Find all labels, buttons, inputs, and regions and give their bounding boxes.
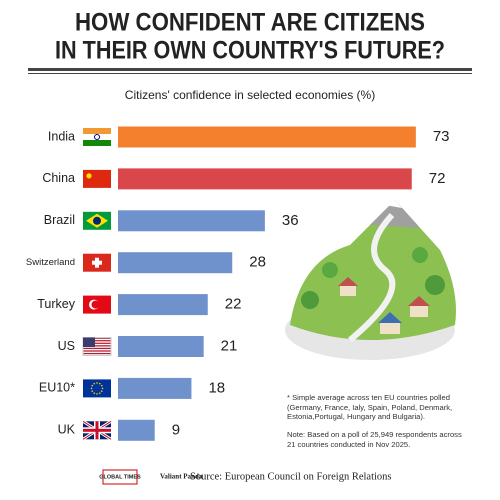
flag-part bbox=[100, 390, 103, 392]
flag-part bbox=[93, 216, 101, 225]
value-label: 22 bbox=[225, 296, 242, 313]
bar bbox=[118, 294, 208, 316]
flag-part bbox=[83, 352, 111, 355]
value-label: 18 bbox=[208, 379, 225, 396]
flag-part bbox=[83, 337, 95, 347]
value-label: 73 bbox=[433, 128, 450, 145]
flag bbox=[83, 128, 111, 146]
chart-title: IN THEIR OWN COUNTRY'S FUTURE? bbox=[55, 37, 445, 65]
title-rule bbox=[28, 73, 472, 74]
flag-part bbox=[83, 134, 111, 140]
category-label: EU10* bbox=[39, 381, 75, 395]
logo-box bbox=[102, 469, 138, 485]
flag-part bbox=[83, 347, 111, 350]
value-label: 21 bbox=[221, 337, 238, 354]
bar bbox=[118, 336, 204, 357]
footnote: * Simple average across ten EU countries… bbox=[287, 393, 453, 421]
flag-part bbox=[91, 300, 100, 309]
flag-part bbox=[93, 382, 96, 385]
flag-part bbox=[92, 260, 102, 265]
value-label: 28 bbox=[249, 254, 266, 271]
flag-part bbox=[83, 337, 111, 339]
flag bbox=[82, 337, 112, 356]
chart-title: HOW CONFIDENT ARE CITIZENS bbox=[75, 9, 425, 37]
illustration bbox=[285, 200, 456, 360]
title-rule bbox=[28, 68, 472, 71]
flag bbox=[83, 253, 111, 272]
chart-subtitle: Citizens' confidence in selected economi… bbox=[125, 88, 375, 102]
flag-part bbox=[83, 342, 111, 344]
flag-part bbox=[91, 384, 94, 387]
flag-part bbox=[83, 428, 111, 432]
category-label: India bbox=[48, 129, 75, 143]
flag-part bbox=[83, 340, 111, 342]
flag-part bbox=[86, 173, 92, 179]
category-label: Brazil bbox=[44, 213, 75, 227]
flag bbox=[82, 420, 112, 441]
flag-part bbox=[96, 393, 98, 395]
flag-part bbox=[91, 390, 94, 392]
value-label: 72 bbox=[429, 170, 446, 187]
flag-part bbox=[98, 392, 101, 394]
flag bbox=[83, 379, 111, 398]
bar bbox=[118, 126, 416, 148]
flag-part bbox=[100, 384, 103, 387]
flag bbox=[83, 211, 111, 230]
category-label: China bbox=[42, 171, 75, 185]
category-label: Turkey bbox=[37, 297, 75, 311]
bar bbox=[118, 419, 155, 441]
flag bbox=[83, 169, 111, 188]
flag bbox=[83, 295, 111, 314]
value-label: 36 bbox=[282, 212, 299, 229]
footnote: Note: Based on a poll of 25,949 responde… bbox=[287, 430, 462, 449]
flag-part bbox=[93, 392, 96, 394]
logo: Valiant Panda bbox=[160, 473, 203, 481]
bar bbox=[118, 252, 233, 274]
flag-part bbox=[83, 128, 111, 134]
source: Source: European Council on Foreign Rela… bbox=[190, 471, 392, 482]
flag-part bbox=[90, 387, 93, 390]
flag-part bbox=[83, 140, 111, 146]
bar bbox=[118, 210, 265, 232]
flag-part bbox=[101, 387, 104, 390]
flag-part bbox=[83, 345, 111, 347]
flag-part bbox=[98, 382, 101, 385]
logo: GLOBAL TIMES bbox=[99, 474, 141, 480]
value-label: 9 bbox=[172, 421, 180, 438]
flag-part bbox=[83, 350, 111, 352]
bar bbox=[118, 377, 192, 399]
category-label: Switzerland bbox=[26, 257, 75, 268]
flag-part bbox=[94, 134, 100, 140]
flag-part bbox=[83, 169, 111, 188]
bar bbox=[118, 168, 412, 190]
category-label: UK bbox=[58, 423, 76, 437]
flag-part bbox=[83, 379, 111, 398]
category-label: US bbox=[58, 339, 75, 353]
flag-part bbox=[96, 382, 98, 384]
